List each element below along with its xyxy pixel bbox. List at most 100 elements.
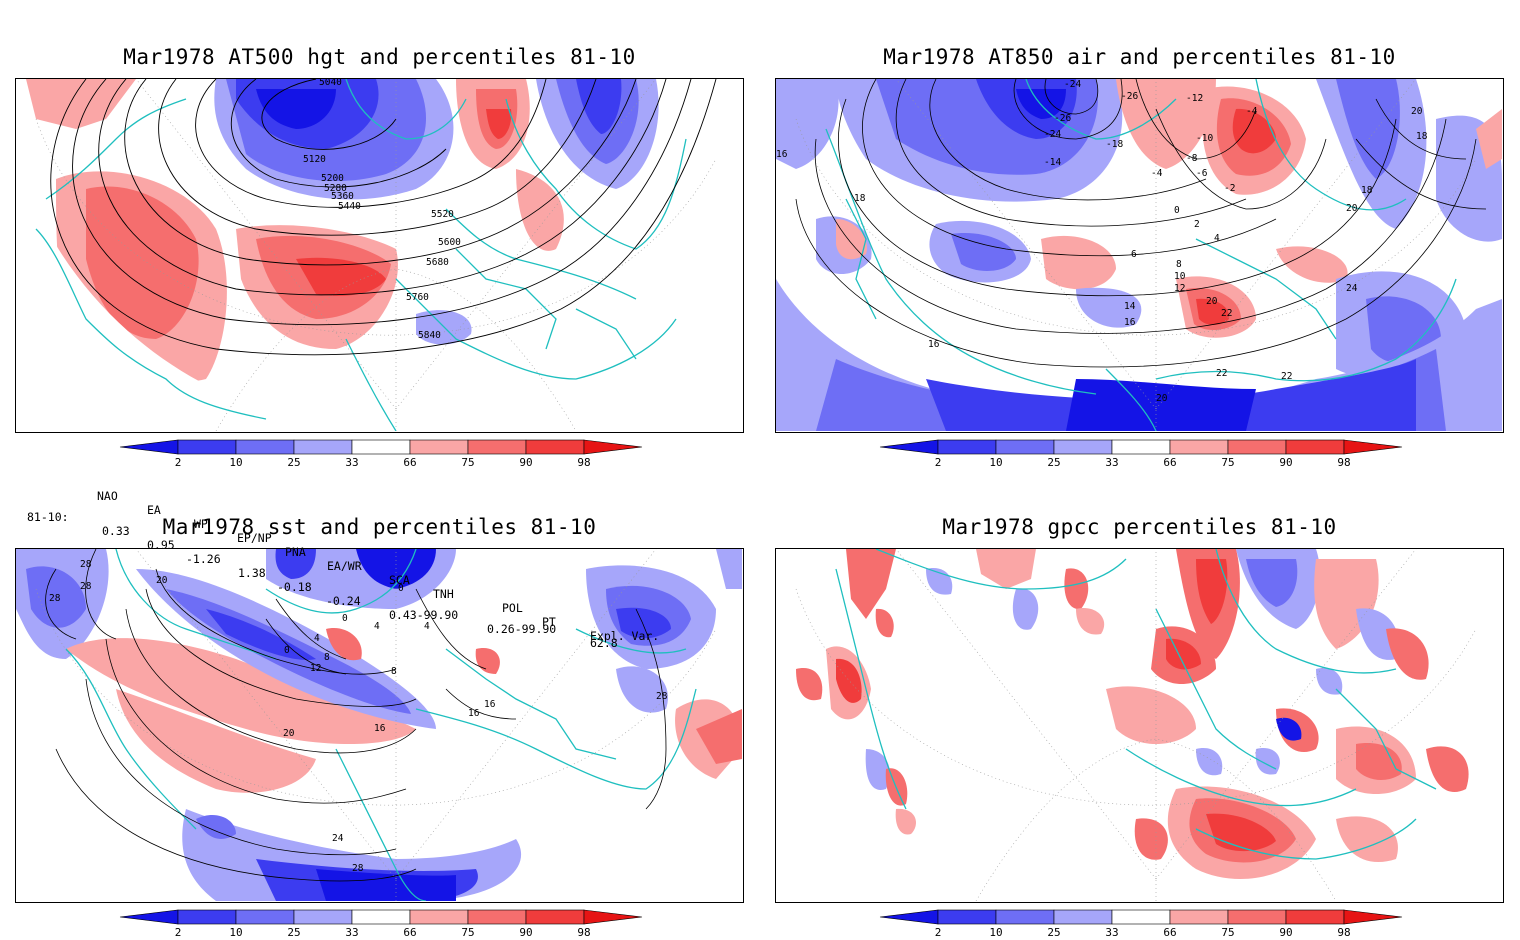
index-value: 0.26-99.90	[487, 622, 557, 636]
index-name: EA/WR	[327, 559, 362, 573]
graticule	[35, 549, 717, 901]
panel-title-gpcc: Mar1978 gpcc percentiles 81-10	[942, 515, 1337, 539]
colorbar-top-right: 2 10 25 33 66 75 90 98	[879, 439, 1403, 469]
index-name: PNA	[285, 545, 306, 559]
colorbar-labels: 2 10 25 33 66 75 90 98	[935, 456, 1351, 469]
colorbar-segment	[351, 909, 411, 925]
contour-label: 18	[1361, 185, 1373, 196]
colorbar-tick-label: 33	[345, 456, 358, 469]
coastlines	[35, 79, 687, 431]
contour-label: 20	[283, 728, 295, 739]
contour-label: 18	[1416, 131, 1428, 142]
colorbar-segment	[409, 439, 469, 455]
contour-label: 0	[342, 613, 348, 624]
contour-label: 16	[468, 708, 480, 719]
map-sst-svg: 28 28 28 20 0 0 0 4 4 4 8 8 12 16 16 16 …	[16, 549, 742, 901]
sst-contour-labels: 28 28 28 20 0 0 0 4 4 4 8 8 12 16 16 16 …	[49, 559, 668, 874]
colorbar-segment	[995, 909, 1055, 925]
anomaly-shading	[16, 549, 742, 901]
panel-title-air: Mar1978 AT850 air and percentiles 81-10	[883, 45, 1396, 69]
colorbar-bottom-right: 2 10 25 33 66 75 90 98	[879, 909, 1403, 939]
map-panel-hgt: 5040 5120 5200 5280 5360 5440 5520 5600 …	[15, 78, 744, 433]
colorbar-tick-label: 90	[1279, 926, 1292, 939]
colorbar-segment	[583, 439, 643, 455]
contour-label: 22	[1221, 308, 1232, 319]
colorbar-tick-label: 90	[519, 926, 532, 939]
contour-label: 28	[656, 691, 668, 702]
anomaly-shading	[776, 79, 1502, 431]
index-name: SCA	[389, 573, 410, 587]
colorbar-segment	[235, 439, 295, 455]
graticule	[795, 79, 1477, 431]
colorbar-tick-label: 25	[287, 926, 300, 939]
colorbar-tick-label: 66	[1163, 456, 1176, 469]
contour-label: 5440	[338, 201, 361, 212]
contour-label: 5360	[331, 191, 354, 202]
contour-label: -18	[1106, 139, 1123, 150]
colorbar-labels: 2 10 25 33 66 75 90 98	[175, 926, 591, 939]
contour-label: 16	[484, 699, 496, 710]
contour-label: 20	[156, 575, 168, 586]
contour-label: -2	[1224, 183, 1235, 194]
colorbar-segment	[119, 439, 179, 455]
contour-label: 18	[854, 193, 866, 204]
colorbar-tick-label: 98	[1337, 456, 1350, 469]
coastlines	[65, 549, 697, 901]
contour-label: 2	[1194, 219, 1200, 230]
colorbar-labels: 2 10 25 33 66 75 90 98	[175, 456, 591, 469]
graticule	[795, 549, 1477, 901]
contour-label: -26	[1121, 91, 1138, 102]
colorbar-segment	[467, 439, 527, 455]
contour-label: 5760	[406, 292, 429, 303]
colorbar-segment	[1285, 909, 1345, 925]
hgt-contour-labels: 5040 5120 5200 5280 5360 5440 5520 5600 …	[303, 79, 461, 341]
contour-label: 28	[352, 863, 364, 874]
index-name: POL	[502, 601, 523, 615]
colorbar-tick-label: 33	[1105, 926, 1118, 939]
index-name: EP/NP	[237, 531, 272, 545]
graticule	[35, 79, 717, 431]
index-value: 0.95	[147, 538, 175, 552]
contour-label: -12	[1186, 93, 1203, 104]
contour-label: 16	[928, 339, 940, 350]
colorbar-labels: 2 10 25 33 66 75 90 98	[935, 926, 1351, 939]
colorbar-segment	[879, 909, 939, 925]
contour-label: 4	[374, 621, 380, 632]
contour-label: 12	[1174, 283, 1185, 294]
colorbar-segment	[467, 909, 527, 925]
contour-label: 28	[49, 593, 61, 604]
contour-label: 20	[1346, 203, 1358, 214]
colorbar-top-left: 2 10 25 33 66 75 90 98	[119, 439, 643, 469]
index-name: Expl. Var.	[590, 629, 660, 643]
contour-label: 8	[391, 666, 397, 677]
contour-label: 4	[314, 633, 320, 644]
colorbar-segment	[235, 909, 295, 925]
colorbar-tick-label: 33	[345, 926, 358, 939]
contour-label: 16	[374, 723, 386, 734]
air-contour-labels: -24 -26 -26 -24 -14 -18 -12 -10 -4 -8 -6…	[776, 79, 1428, 404]
index-value: 1.38	[238, 566, 266, 580]
index-name: NAO	[97, 489, 118, 503]
contour-label: 5200	[321, 173, 344, 184]
contour-label: 0	[1174, 205, 1180, 216]
colorbar-tick-label: 75	[461, 456, 474, 469]
colorbar-segment	[583, 909, 643, 925]
contour-label: 16	[776, 149, 788, 160]
map-panel-gpcc	[775, 548, 1504, 903]
colorbar-segment	[177, 909, 237, 925]
index-name: PT	[542, 615, 556, 629]
colorbar-segment	[525, 909, 585, 925]
index-value: 0.43-99.90	[389, 608, 459, 622]
colorbar-tick-label: 66	[403, 456, 416, 469]
colorbar-segment	[1343, 909, 1403, 925]
colorbar-tick-label: 98	[1337, 926, 1350, 939]
contour-label: 5840	[418, 330, 441, 341]
air-contours	[795, 79, 1487, 368]
colorbar-tick-label: 2	[935, 456, 942, 469]
contour-label: 24	[332, 833, 344, 844]
contour-label: 5040	[319, 79, 342, 88]
contour-label: -24	[1044, 129, 1061, 140]
colorbar-segment	[1053, 439, 1113, 455]
contour-label: 28	[80, 581, 92, 592]
colorbar-tick-label: 10	[989, 456, 1002, 469]
